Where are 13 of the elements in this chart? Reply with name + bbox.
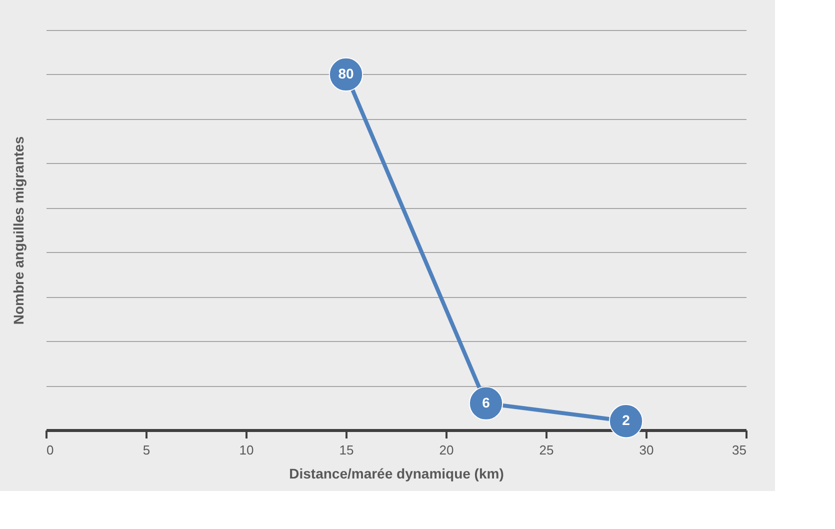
x-tick-label: 5 (142, 442, 150, 458)
x-tick-label: 15 (339, 442, 354, 458)
x-tick-label: 0 (46, 442, 54, 458)
x-tick-label: 30 (639, 442, 654, 458)
x-tick-label: 25 (539, 442, 554, 458)
data-label: 6 (482, 394, 490, 410)
data-label: 80 (338, 65, 354, 82)
x-tick-label: 35 (732, 442, 746, 458)
y-axis-title: Nombre anguilles migrantes (10, 136, 26, 325)
x-axis-title: Distance/marée dynamique (km) (289, 466, 504, 482)
x-tick-label: 20 (439, 442, 454, 458)
data-label: 2 (622, 412, 630, 428)
x-tick-label: 10 (239, 442, 254, 458)
